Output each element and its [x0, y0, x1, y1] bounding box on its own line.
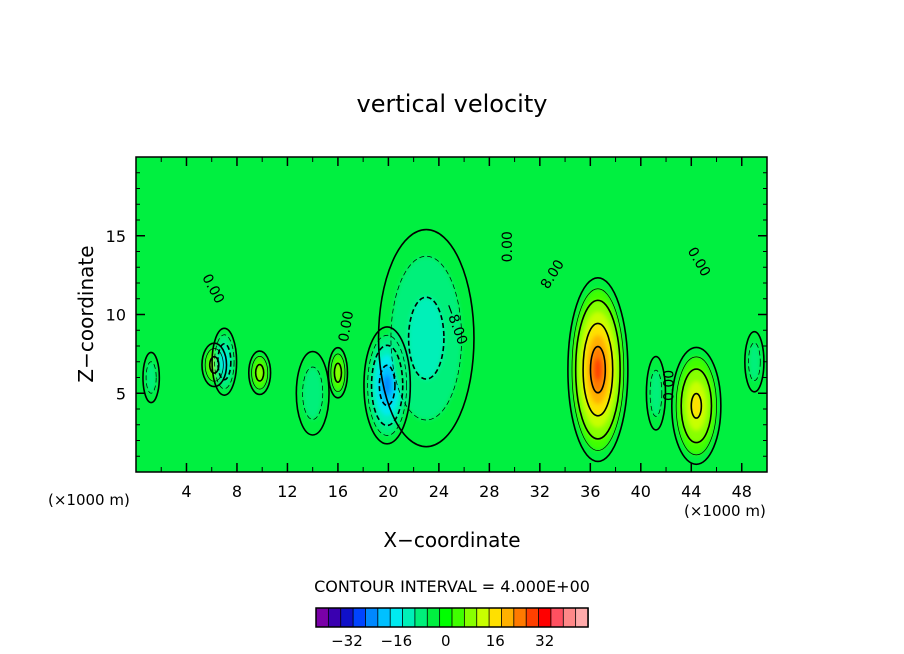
zero-contour-6 [377, 228, 475, 448]
contour-line-5-4 [378, 364, 396, 407]
x-tick-label-10: 44 [681, 482, 701, 501]
contour-line-7-1 [214, 334, 235, 390]
x-tick-label-9: 40 [631, 482, 651, 501]
contour-line-10-1 [145, 361, 157, 394]
zero-contour-1 [670, 346, 722, 466]
contour-label-1: 0.00 [336, 310, 357, 343]
colorbar-tick-label-0: −32 [331, 632, 363, 650]
x-tick-label-11: 48 [732, 482, 752, 501]
colorbar-cell-9 [426, 607, 441, 628]
contour-line-11-1 [748, 342, 761, 382]
x-tick-label-5: 24 [429, 482, 449, 501]
contour-line-0-6 [589, 345, 607, 394]
zero-contour-8 [295, 350, 330, 436]
contour-label-3: 0.00 [500, 231, 516, 262]
contour-line-2-2 [208, 355, 220, 374]
x-tick-label-1: 8 [232, 482, 242, 501]
x-tick-label-2: 12 [277, 482, 297, 501]
x-tick-label-0: 4 [181, 482, 191, 501]
contour-line-5-1 [367, 334, 407, 436]
contour-line-0-1 [571, 288, 625, 451]
colorbar-cell-13 [476, 607, 490, 628]
contour-line-0-2 [574, 299, 621, 440]
x-tick-label-4: 20 [378, 482, 398, 501]
contour-fill-9-1 [650, 370, 662, 417]
contour-line-3-2 [254, 363, 265, 382]
zero-contour-5 [363, 326, 412, 445]
colorbar-tick-label-1: −16 [381, 632, 413, 650]
x-tick-label-7: 32 [530, 482, 550, 501]
plot-area: 0.000.00 −8.000.008.00 0.000.00 [136, 157, 767, 472]
colorbar-cell-11 [451, 607, 466, 628]
x-unit-left: (×1000 m) [48, 491, 130, 509]
colorbar-cell-18 [538, 607, 552, 628]
contour-line-1-4 [690, 392, 703, 419]
chart-title: vertical velocity [357, 90, 548, 118]
contour-line-4-1 [330, 353, 346, 393]
contour-fill-4-2 [334, 363, 342, 383]
zero-contour-3 [247, 350, 272, 396]
y-tick-label-0: 5 [116, 384, 126, 403]
colorbar-cell-4 [365, 607, 379, 628]
y-tick-label-1: 10 [106, 306, 126, 325]
colorbar-cell-16 [513, 607, 527, 628]
zero-contour-10 [142, 351, 161, 404]
colorbar-cell-3 [352, 607, 367, 628]
contour-line-0-4 [582, 322, 614, 417]
colorbar-cell-15 [501, 607, 515, 628]
contour-line-9-1 [649, 369, 663, 417]
colorbar-cell-2 [340, 607, 354, 628]
colorbar-cell-10 [439, 607, 453, 628]
contour-fill-0-7 [594, 358, 602, 382]
colorbar-cell-7 [402, 607, 416, 628]
contour-fill-3-2 [255, 364, 264, 381]
x-tick-label-6: 28 [479, 482, 499, 501]
contour-fill-6-2 [408, 297, 444, 380]
colorbar-cell-20 [562, 607, 577, 628]
contour-fill-8-1 [302, 367, 323, 420]
zero-contour-9 [645, 355, 667, 431]
colorbar-cell-6 [389, 607, 404, 628]
contour-line-7-2 [217, 342, 232, 381]
colorbar-cell-1 [327, 607, 342, 628]
colorbar-tick-label-3: 16 [486, 632, 505, 650]
colorbar-cell-17 [525, 607, 540, 628]
colorbar-frame [315, 607, 589, 628]
zero-contour-0 [567, 277, 629, 463]
contour-line-1-1 [675, 356, 717, 456]
colorbar-cell-5 [377, 607, 391, 628]
colorbar-cell-8 [414, 607, 428, 628]
contour-fill-10-1 [146, 361, 157, 394]
contour-line-1-2 [680, 368, 713, 444]
colorbar-tick-label-4: 32 [535, 632, 554, 650]
colorbar: −32 −16 0 16 32 [315, 607, 589, 650]
contour-line-8-1 [302, 366, 324, 420]
x-tick-label-8: 36 [580, 482, 600, 501]
colorbar-cell-19 [550, 607, 564, 628]
contour-line-5-2 [370, 344, 404, 427]
contour-line-6-2 [407, 296, 445, 380]
x-unit-right: (×1000 m) [684, 502, 766, 520]
contour-fill-5-5 [383, 375, 392, 396]
colorbar-cell-0 [315, 607, 330, 628]
colorbar-cell-12 [463, 607, 478, 628]
contour-line-4-2 [333, 362, 343, 384]
contour-fill-1-4 [691, 393, 702, 419]
colorbar-cell-14 [488, 607, 503, 628]
contour-line-3-1 [251, 356, 269, 390]
contour-label-6: 0.00 [662, 370, 678, 401]
colorbar-tick-label-2: 0 [441, 632, 451, 650]
contour-line-6-1 [390, 255, 462, 421]
x-tick-label-3: 16 [328, 482, 348, 501]
zero-contour-7 [211, 327, 238, 396]
x-axis-label: X−coordinate [383, 528, 520, 552]
contour-fill-11-1 [748, 342, 761, 381]
colorbar-cell-21 [575, 607, 589, 628]
y-axis-label: Z−coordinate [74, 245, 98, 382]
contour-interval-text: CONTOUR INTERVAL = 4.000E+00 [314, 577, 590, 596]
y-tick-label-2: 15 [106, 227, 126, 246]
zero-contour-4 [327, 346, 349, 399]
